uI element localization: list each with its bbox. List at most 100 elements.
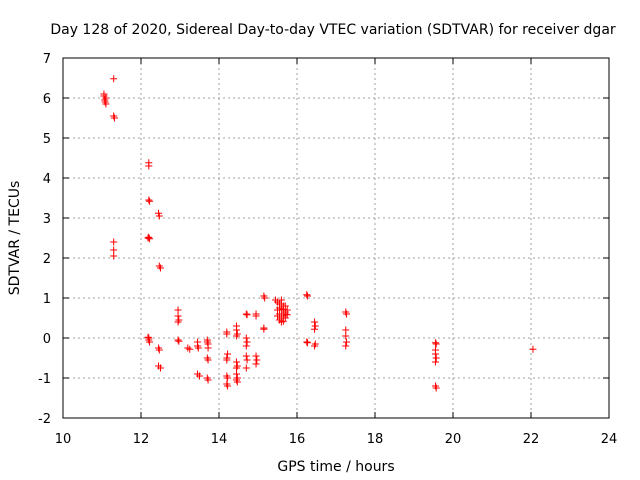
- data-point: [242, 352, 250, 360]
- data-point: [242, 310, 250, 318]
- data-point: [157, 364, 164, 372]
- y-tick-label: 0: [43, 332, 51, 347]
- data-points: [100, 75, 537, 392]
- data-point: [110, 252, 118, 260]
- x-tick-label: 14: [211, 432, 228, 447]
- data-point: [243, 311, 251, 319]
- x-tick-labels: 10 12 14 16 18 20 22 24: [55, 432, 618, 447]
- data-point: [343, 338, 351, 346]
- data-point: [303, 338, 311, 346]
- data-point: [204, 344, 212, 352]
- data-point: [224, 374, 232, 382]
- data-point: [102, 94, 110, 102]
- x-tick-label: 20: [445, 432, 462, 447]
- chart-title: Day 128 of 2020, Sidereal Day-to-day VTE…: [50, 22, 616, 38]
- x-tick-label: 18: [367, 432, 384, 447]
- data-point: [110, 114, 118, 122]
- y-tick-label: 4: [43, 172, 51, 187]
- data-point: [253, 356, 261, 364]
- data-point: [144, 333, 152, 341]
- data-point: [343, 310, 351, 318]
- data-point: [233, 370, 241, 378]
- data-point: [155, 346, 163, 354]
- data-point: [204, 376, 212, 384]
- tick-marks: [62, 57, 610, 419]
- data-point: [174, 336, 182, 344]
- data-point: [431, 339, 439, 347]
- data-point: [260, 325, 268, 333]
- data-point: [146, 197, 154, 205]
- data-point: [431, 358, 439, 366]
- data-point: [233, 332, 241, 340]
- x-tick-label: 12: [133, 432, 150, 447]
- y-tick-label: 6: [43, 92, 51, 107]
- data-point: [175, 337, 183, 345]
- data-point: [174, 318, 182, 326]
- y-axis-label: SDTVAR / TECUs: [7, 181, 23, 296]
- data-point: [311, 325, 319, 333]
- data-point: [110, 246, 118, 254]
- x-tick-label: 16: [289, 432, 306, 447]
- data-point: [275, 310, 283, 318]
- x-tick-label: 10: [55, 432, 72, 447]
- y-tick-label: 2: [43, 252, 51, 267]
- data-point: [242, 342, 250, 350]
- grid-lines: [63, 58, 609, 418]
- x-tick-label: 22: [523, 432, 540, 447]
- data-point: [261, 294, 269, 302]
- data-point: [311, 342, 319, 350]
- data-point: [145, 233, 153, 241]
- data-point: [252, 352, 260, 360]
- data-point: [233, 358, 241, 366]
- y-tick-label: -2: [38, 412, 51, 427]
- data-point: [223, 330, 231, 338]
- data-point: [277, 300, 285, 308]
- data-point: [145, 196, 153, 204]
- data-point: [243, 338, 251, 346]
- data-point: [233, 326, 241, 334]
- data-point: [431, 350, 439, 358]
- data-point: [144, 234, 152, 242]
- data-point: [224, 382, 232, 390]
- x-axis-label: GPS time / hours: [277, 459, 394, 475]
- y-tick-label: -1: [38, 372, 51, 387]
- plot-frame: [62, 57, 610, 419]
- y-tick-label: 5: [43, 132, 51, 147]
- data-point: [242, 364, 250, 372]
- data-point: [281, 302, 289, 310]
- data-point: [146, 338, 154, 346]
- data-point: [304, 292, 312, 300]
- data-point: [342, 342, 350, 350]
- data-point: [157, 264, 164, 272]
- y-tick-label: 3: [43, 212, 51, 227]
- data-point: [432, 340, 440, 348]
- data-point: [242, 334, 250, 342]
- data-point: [174, 312, 182, 320]
- data-point: [145, 162, 153, 170]
- data-point: [311, 318, 319, 326]
- data-point: [342, 332, 350, 340]
- data-point: [342, 326, 350, 334]
- data-point: [243, 356, 251, 364]
- y-tick-labels: -2 -1 0 1 2 3 4 5 6 7: [38, 52, 51, 427]
- data-point: [224, 350, 232, 358]
- data-point: [252, 360, 260, 368]
- data-point: [233, 364, 241, 372]
- data-point: [432, 384, 440, 392]
- data-point: [110, 75, 118, 83]
- data-point: [204, 356, 212, 364]
- data-point: [529, 345, 537, 353]
- data-point: [194, 344, 202, 352]
- y-tick-label: 1: [43, 292, 51, 307]
- data-point: [252, 312, 260, 320]
- data-point: [155, 212, 163, 220]
- data-point: [303, 291, 311, 299]
- data-point: [304, 339, 312, 347]
- data-point: [196, 372, 203, 380]
- data-point: [101, 98, 109, 106]
- data-point: [432, 354, 440, 362]
- data-point: [146, 235, 154, 243]
- y-tick-label: 7: [43, 52, 51, 67]
